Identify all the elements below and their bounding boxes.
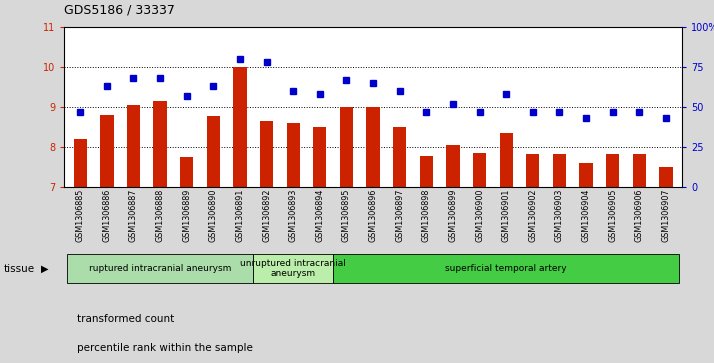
Bar: [100, 115, 114, 187]
Bar: [659, 167, 673, 187]
Bar: [473, 153, 486, 187]
Bar: [579, 163, 593, 187]
Bar: [420, 156, 433, 187]
Bar: [393, 127, 406, 187]
Bar: [633, 154, 646, 187]
Bar: [340, 107, 353, 187]
Bar: [127, 105, 140, 187]
Bar: [233, 67, 246, 187]
Bar: [313, 127, 326, 187]
Bar: [446, 145, 460, 187]
Text: superficial temporal artery: superficial temporal artery: [446, 264, 567, 273]
Text: unruptured intracranial
aneurysm: unruptured intracranial aneurysm: [241, 259, 346, 278]
Text: ▶: ▶: [41, 264, 49, 274]
Bar: [206, 116, 220, 187]
Bar: [366, 107, 380, 187]
Text: ruptured intracranial aneurysm: ruptured intracranial aneurysm: [89, 264, 231, 273]
FancyBboxPatch shape: [253, 254, 333, 283]
Bar: [526, 154, 540, 187]
FancyBboxPatch shape: [333, 254, 679, 283]
Text: tissue: tissue: [4, 264, 35, 274]
Bar: [180, 157, 193, 187]
Bar: [260, 121, 273, 187]
Text: transformed count: transformed count: [77, 314, 174, 324]
Bar: [154, 101, 167, 187]
FancyBboxPatch shape: [67, 254, 253, 283]
Bar: [286, 123, 300, 187]
Text: GDS5186 / 33337: GDS5186 / 33337: [64, 4, 175, 17]
Bar: [74, 139, 87, 187]
Bar: [553, 154, 566, 187]
Bar: [606, 154, 619, 187]
Text: percentile rank within the sample: percentile rank within the sample: [77, 343, 253, 353]
Bar: [500, 133, 513, 187]
